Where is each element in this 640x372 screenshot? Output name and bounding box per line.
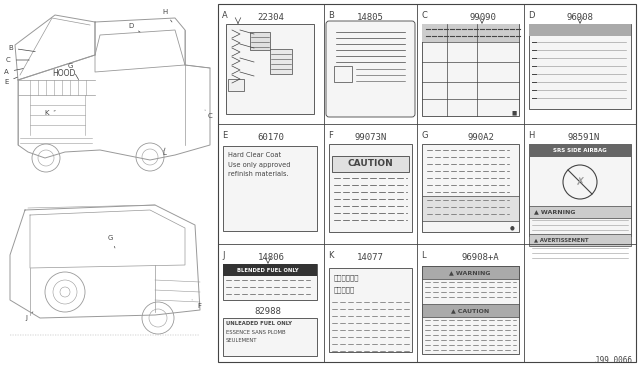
Bar xyxy=(332,156,409,172)
Bar xyxy=(223,264,317,300)
Text: 14805: 14805 xyxy=(357,13,384,22)
Bar xyxy=(223,318,317,356)
Text: H: H xyxy=(162,9,172,22)
Text: G: G xyxy=(108,235,115,248)
Text: ●: ● xyxy=(510,225,515,230)
Text: C: C xyxy=(421,11,427,20)
Text: G: G xyxy=(68,63,79,80)
Text: B: B xyxy=(8,45,35,52)
Bar xyxy=(226,24,314,114)
Bar xyxy=(529,144,631,157)
Text: D: D xyxy=(128,23,140,32)
Bar xyxy=(422,144,519,232)
Text: A: A xyxy=(4,68,23,75)
Text: ESSENCE SANS PLOMB: ESSENCE SANS PLOMB xyxy=(226,330,285,335)
Text: E: E xyxy=(4,77,17,85)
Text: L: L xyxy=(421,251,426,260)
Bar xyxy=(270,49,292,74)
Bar xyxy=(218,4,636,362)
Bar xyxy=(329,268,412,352)
Text: J: J xyxy=(25,312,33,321)
Text: HOOD: HOOD xyxy=(52,70,76,78)
Bar xyxy=(529,24,631,109)
Bar xyxy=(250,32,270,50)
Text: ▲ CAUTION: ▲ CAUTION xyxy=(451,308,489,313)
Text: 高温に注意。: 高温に注意。 xyxy=(334,274,360,280)
Text: 96908+A: 96908+A xyxy=(461,253,499,262)
Text: 96908: 96908 xyxy=(566,13,593,22)
Text: G: G xyxy=(421,131,428,140)
Bar xyxy=(422,266,519,279)
Text: H: H xyxy=(528,131,534,140)
Text: UNLEADED FUEL ONLY: UNLEADED FUEL ONLY xyxy=(226,321,292,326)
Bar xyxy=(422,24,519,116)
Text: ■: ■ xyxy=(512,110,517,115)
Bar xyxy=(422,196,519,221)
Bar xyxy=(422,24,519,42)
Text: 60170: 60170 xyxy=(257,133,284,142)
Text: F: F xyxy=(192,300,201,309)
Text: 990A2: 990A2 xyxy=(467,133,494,142)
Text: 14806: 14806 xyxy=(257,253,284,262)
Text: J99 0066: J99 0066 xyxy=(595,356,632,365)
Bar xyxy=(223,146,317,231)
Bar xyxy=(228,79,244,91)
Text: 98591N: 98591N xyxy=(568,133,600,142)
Text: SEULEMENT: SEULEMENT xyxy=(226,338,257,343)
Bar xyxy=(529,144,631,236)
Text: A: A xyxy=(222,11,228,20)
Text: ▲ AVERTISSEMENT: ▲ AVERTISSEMENT xyxy=(534,237,589,243)
Text: F: F xyxy=(328,131,333,140)
Text: K: K xyxy=(44,110,55,116)
Bar xyxy=(529,206,631,218)
Text: J: J xyxy=(222,251,225,260)
FancyBboxPatch shape xyxy=(326,21,415,117)
Bar xyxy=(422,304,519,317)
Text: Use only approved: Use only approved xyxy=(228,162,291,168)
Text: ✗: ✗ xyxy=(575,177,585,187)
Text: 14077: 14077 xyxy=(357,253,384,262)
Text: C: C xyxy=(205,110,212,119)
Text: refinish materials.: refinish materials. xyxy=(228,171,289,177)
Text: D: D xyxy=(528,11,534,20)
Text: 99090: 99090 xyxy=(469,13,496,22)
Text: ▲ WARNING: ▲ WARNING xyxy=(449,270,491,275)
Text: SRS SIDE AIRBAG: SRS SIDE AIRBAG xyxy=(553,148,607,153)
Text: K: K xyxy=(328,251,333,260)
Bar xyxy=(422,266,519,354)
Text: BLENDED FUEL ONLY: BLENDED FUEL ONLY xyxy=(237,267,299,273)
Text: L: L xyxy=(162,148,166,156)
Bar xyxy=(529,24,631,36)
Text: B: B xyxy=(328,11,334,20)
Text: ▲ WARNING: ▲ WARNING xyxy=(534,209,575,215)
Text: 22304: 22304 xyxy=(257,13,284,22)
Text: CAUTION: CAUTION xyxy=(347,160,393,169)
Bar xyxy=(529,234,631,246)
Bar xyxy=(334,66,352,82)
Bar xyxy=(223,264,317,276)
Bar xyxy=(329,144,412,232)
Text: Hard Clear Coat: Hard Clear Coat xyxy=(228,152,281,158)
Text: あけるな。: あけるな。 xyxy=(334,286,355,293)
Text: C: C xyxy=(6,57,29,63)
Text: 82988: 82988 xyxy=(255,307,282,316)
Text: 99073N: 99073N xyxy=(355,133,387,142)
Text: E: E xyxy=(222,131,227,140)
